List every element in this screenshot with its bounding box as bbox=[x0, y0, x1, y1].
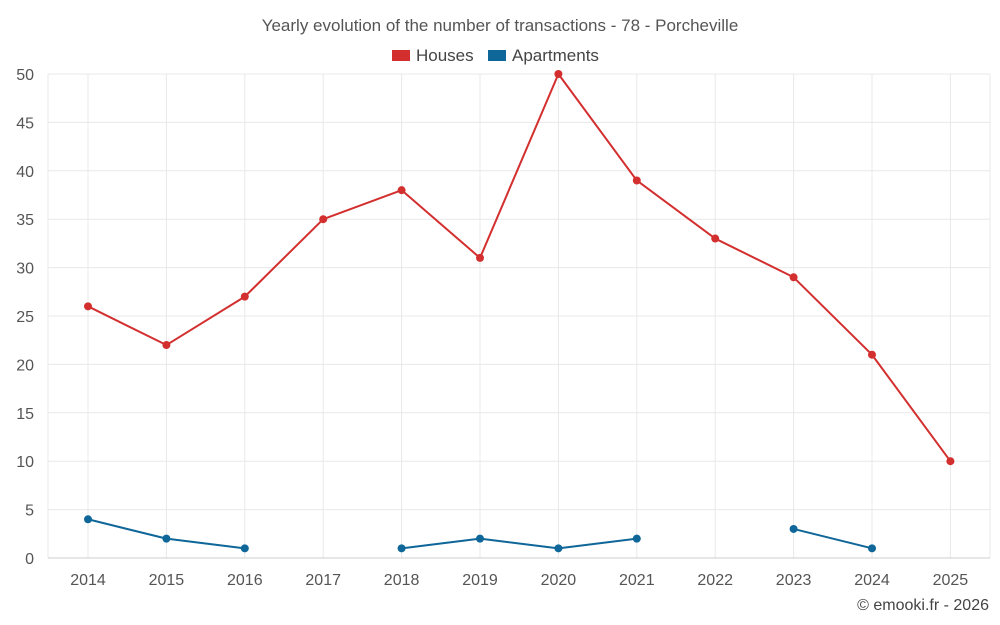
series-line-apartments-1 bbox=[401, 537, 637, 550]
y-tick-label-15: 15 bbox=[16, 406, 34, 423]
point-houses-2021[interactable] bbox=[632, 176, 641, 185]
point-apartments-2016[interactable] bbox=[240, 544, 249, 553]
y-tick-label-50: 50 bbox=[16, 67, 34, 84]
point-apartments-2021[interactable] bbox=[632, 534, 641, 543]
y-tick-label-25: 25 bbox=[16, 309, 34, 326]
point-apartments-2024[interactable] bbox=[868, 544, 876, 553]
x-tick-label-2019: 2019 bbox=[462, 572, 498, 589]
y-tick-label-5: 5 bbox=[25, 503, 34, 520]
point-houses-2019[interactable] bbox=[476, 253, 484, 262]
legend-label-apartments: Apartments bbox=[512, 46, 599, 65]
legend: Houses Apartments bbox=[392, 46, 599, 65]
series-apartments bbox=[84, 515, 876, 553]
x-tick-label-2018: 2018 bbox=[384, 572, 420, 589]
legend-item-apartments[interactable]: Apartments bbox=[488, 46, 599, 65]
point-houses-2023[interactable] bbox=[789, 273, 798, 282]
x-tick-label-2016: 2016 bbox=[227, 572, 263, 589]
legend-item-houses[interactable]: Houses bbox=[392, 46, 474, 65]
legend-swatch-houses bbox=[392, 50, 410, 61]
point-apartments-2018[interactable] bbox=[397, 544, 406, 553]
point-apartments-2014[interactable] bbox=[84, 515, 92, 524]
legend-label-houses: Houses bbox=[416, 46, 474, 65]
y-tick-label-45: 45 bbox=[16, 115, 34, 132]
series-houses bbox=[84, 70, 955, 466]
y-tick-label-35: 35 bbox=[16, 212, 34, 229]
x-tick-label-2017: 2017 bbox=[305, 572, 341, 589]
point-apartments-2020[interactable] bbox=[554, 544, 563, 553]
y-axis-ticks: 0 5 10 15 20 25 30 35 40 45 50 bbox=[16, 67, 34, 568]
x-tick-label-2024: 2024 bbox=[854, 572, 890, 589]
chart-title: Yearly evolution of the number of transa… bbox=[262, 16, 739, 35]
point-houses-2020[interactable] bbox=[554, 70, 563, 78]
point-houses-2025[interactable] bbox=[946, 457, 955, 466]
x-tick-label-2023: 2023 bbox=[776, 572, 812, 589]
x-tick-label-2020: 2020 bbox=[541, 572, 577, 589]
x-tick-label-2021: 2021 bbox=[619, 572, 655, 589]
point-houses-2017[interactable] bbox=[319, 215, 328, 224]
point-houses-2018[interactable] bbox=[397, 186, 406, 195]
series-group bbox=[84, 70, 955, 553]
x-tick-label-2014: 2014 bbox=[70, 572, 106, 589]
y-tick-label-10: 10 bbox=[16, 454, 34, 471]
grid bbox=[47, 73, 991, 559]
y-tick-label-40: 40 bbox=[16, 164, 34, 181]
y-tick-label-30: 30 bbox=[16, 261, 34, 278]
point-houses-2022[interactable] bbox=[711, 234, 720, 243]
point-apartments-2015[interactable] bbox=[162, 534, 171, 543]
series-line-apartments-2 bbox=[793, 527, 873, 550]
y-tick-label-20: 20 bbox=[16, 357, 34, 374]
point-houses-2024[interactable] bbox=[868, 350, 876, 359]
point-houses-2015[interactable] bbox=[162, 341, 171, 350]
point-apartments-2023[interactable] bbox=[789, 524, 798, 533]
x-tick-label-2022: 2022 bbox=[697, 572, 733, 589]
point-apartments-2019[interactable] bbox=[476, 534, 484, 543]
x-tick-label-2025: 2025 bbox=[933, 572, 969, 589]
y-tick-label-0: 0 bbox=[25, 551, 34, 568]
x-tick-label-2015: 2015 bbox=[149, 572, 185, 589]
x-axis-ticks: 2014 2015 2016 2017 2018 2019 2020 2021 2022 2023… bbox=[70, 572, 968, 589]
legend-swatch-apartments bbox=[488, 50, 506, 61]
point-houses-2014[interactable] bbox=[84, 302, 92, 311]
point-houses-2016[interactable] bbox=[240, 292, 249, 301]
series-line-houses-0 bbox=[87, 73, 952, 462]
credit-text: © emooki.fr - 2026 bbox=[857, 597, 989, 614]
